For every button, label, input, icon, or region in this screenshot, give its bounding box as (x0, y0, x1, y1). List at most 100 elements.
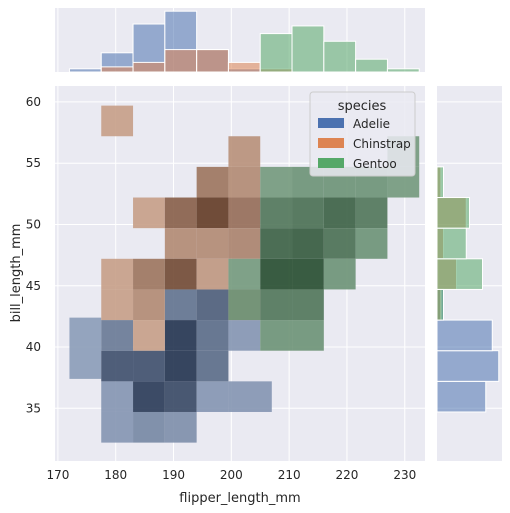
cell-gentoo (292, 197, 324, 229)
legend-title: species (338, 99, 387, 114)
x-tick-label: 200 (220, 468, 243, 482)
cell-adelie (101, 381, 134, 412)
cell-gentoo (228, 289, 261, 321)
histogram-cells (69, 105, 420, 443)
y-tick-label: 55 (26, 156, 41, 170)
marginal-x-bar-gentoo (323, 40, 357, 73)
marginal-x-bar-gentoo (291, 25, 325, 73)
cell-chinstrap (196, 166, 229, 198)
cell-gentoo (260, 289, 293, 321)
cell-gentoo (260, 320, 293, 351)
cell-gentoo (323, 228, 356, 259)
y-tick-label: 45 (26, 279, 41, 293)
marginal-y-bar-gentoo (436, 166, 444, 199)
marginal-x-bar-chinstrap (196, 49, 229, 73)
cell-chinstrap (164, 258, 197, 290)
cell-chinstrap (164, 197, 197, 229)
cell-adelie (133, 411, 165, 443)
cell-adelie (69, 317, 102, 379)
cell-chinstrap (196, 228, 229, 259)
legend: species Adelie Chinstrap Gentoo (309, 91, 416, 177)
y-axis-label: bill_length_mm (9, 224, 24, 323)
x-tick-label: 210 (278, 468, 301, 482)
cell-chinstrap (133, 289, 165, 321)
cell-adelie (228, 320, 261, 351)
legend-swatch-adelie (318, 118, 344, 128)
marginal-x-bar-chinstrap (100, 66, 134, 73)
cell-adelie (196, 320, 229, 351)
marginal-x-histogram (68, 10, 420, 73)
marginal-y-bar-adelie (436, 319, 493, 352)
cell-adelie (101, 411, 134, 443)
cell-adelie (228, 381, 272, 412)
legend-label-adelie: Adelie (353, 117, 390, 131)
marginal-x-bar-gentoo (355, 58, 388, 73)
marginal-x-bar-adelie (68, 68, 102, 73)
marginal-y-bar-gentoo (436, 227, 467, 260)
legend-swatch-gentoo (318, 158, 344, 168)
cell-chinstrap (228, 136, 261, 167)
cell-chinstrap (133, 320, 165, 351)
marginal-x-bar-gentoo (259, 33, 293, 73)
x-axis-label: flipper_length_mm (179, 491, 300, 506)
marginal-y-bar-gentoo (436, 258, 483, 290)
y-tick-labels: 35 40 45 50 55 60 (26, 95, 41, 415)
x-tick-label: 190 (162, 468, 185, 482)
marginal-x-bar-chinstrap (132, 61, 166, 73)
y-tick-label: 40 (26, 340, 41, 354)
cell-adelie (164, 381, 197, 412)
x-tick-label: 230 (393, 468, 416, 482)
marginal-x-bar-chinstrap (227, 61, 261, 73)
cell-adelie (164, 289, 197, 321)
legend-swatch-chinstrap (318, 138, 344, 148)
cell-chinstrap (196, 258, 229, 290)
cell-chinstrap (196, 197, 229, 229)
marginal-y-bar-gentoo (436, 288, 444, 321)
cell-chinstrap (164, 228, 197, 259)
cell-gentoo (260, 258, 293, 290)
cell-gentoo (260, 197, 293, 229)
y-tick-label: 60 (26, 95, 41, 109)
cell-gentoo (292, 228, 324, 259)
marginal-x-bar-gentoo (386, 68, 420, 73)
cell-chinstrap (228, 197, 261, 229)
cell-chinstrap (101, 258, 134, 290)
cell-adelie (164, 350, 197, 382)
marginal-y-histogram (436, 166, 500, 413)
cell-adelie (164, 320, 197, 351)
cell-gentoo (228, 258, 261, 290)
marginal-x-bar-chinstrap (164, 49, 198, 73)
cell-gentoo (323, 258, 356, 290)
marginal-y-bar-adelie (436, 380, 487, 413)
cell-gentoo (292, 320, 324, 351)
cell-adelie (196, 381, 229, 412)
cell-gentoo (292, 258, 324, 290)
cell-chinstrap (101, 289, 134, 321)
cell-adelie (133, 381, 165, 412)
cell-gentoo (355, 228, 388, 259)
x-tick-labels: 170 180 190 200 210 220 230 (46, 468, 416, 482)
cell-chinstrap (228, 166, 261, 198)
x-tick-label: 170 (46, 468, 69, 482)
legend-items: Adelie Chinstrap Gentoo (318, 117, 411, 171)
cell-gentoo (260, 166, 293, 198)
cell-adelie (196, 350, 229, 382)
cell-gentoo (355, 197, 388, 229)
marginal-y-bar-gentoo (436, 197, 470, 229)
legend-label-gentoo: Gentoo (353, 157, 397, 171)
y-tick-label: 35 (26, 401, 41, 415)
x-tick-label: 180 (104, 468, 127, 482)
y-tick-label: 50 (26, 217, 41, 231)
legend-box (309, 91, 416, 177)
marginal-y-bar-adelie (436, 350, 500, 382)
cell-chinstrap (101, 105, 134, 137)
cell-chinstrap (228, 228, 261, 259)
cell-gentoo (323, 197, 356, 229)
cell-adelie (133, 350, 165, 382)
x-tick-label: 220 (336, 468, 359, 482)
cell-adelie (196, 289, 229, 321)
cell-gentoo (260, 228, 293, 259)
cell-chinstrap (133, 258, 165, 290)
cell-gentoo (292, 289, 324, 321)
